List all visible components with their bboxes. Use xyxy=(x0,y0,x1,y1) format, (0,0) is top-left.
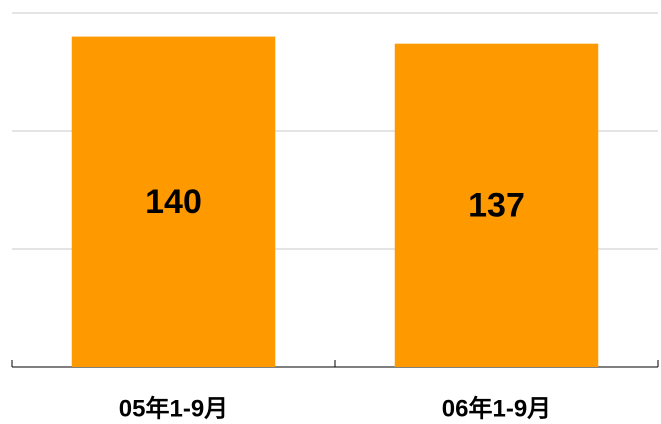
value-label: 140 xyxy=(145,183,202,221)
value-label: 137 xyxy=(468,186,525,224)
bar xyxy=(71,36,276,367)
x-tick-label: 05年1-9月 xyxy=(119,394,228,422)
x-tick-label: 06年1-9月 xyxy=(442,394,551,422)
bar xyxy=(394,43,599,368)
